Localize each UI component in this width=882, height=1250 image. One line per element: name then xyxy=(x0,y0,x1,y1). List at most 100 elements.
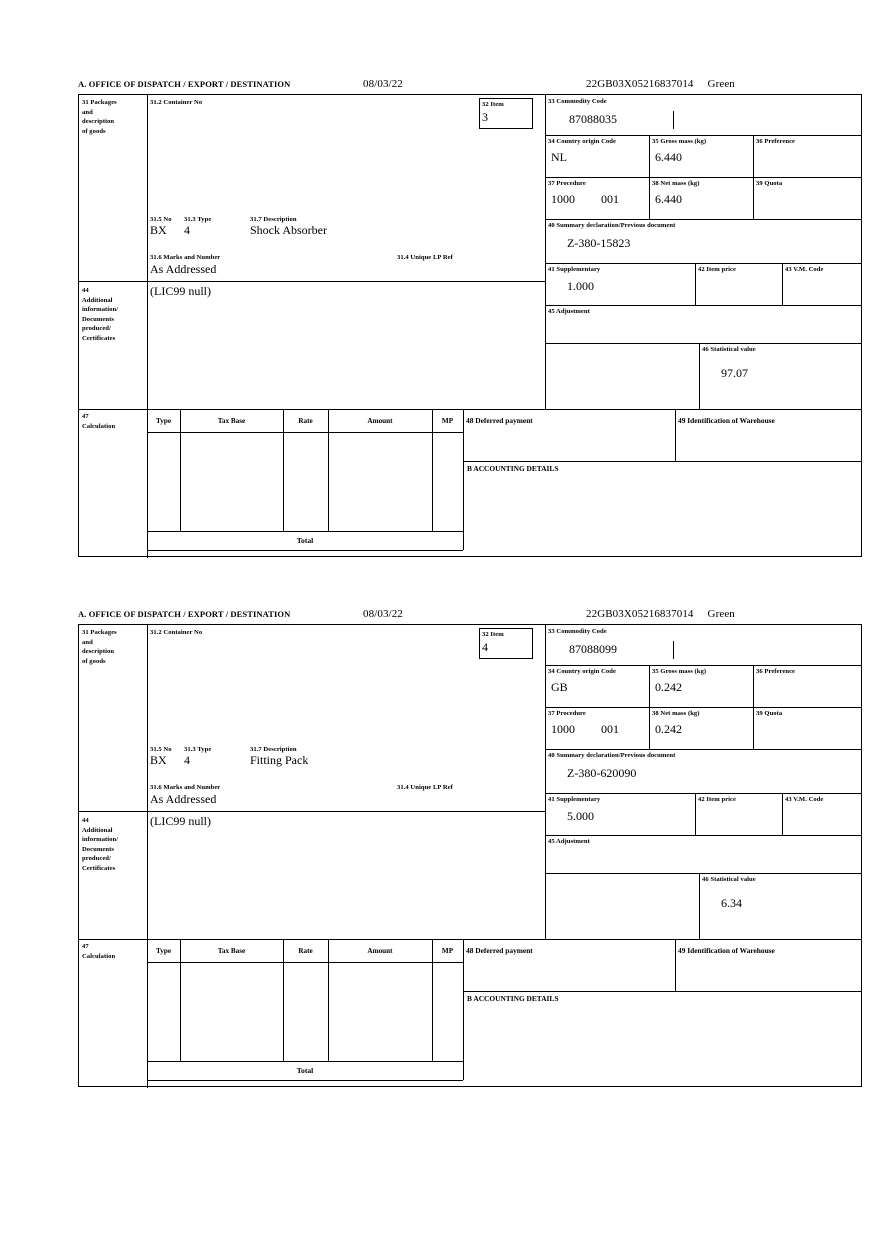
country-origin-value: NL xyxy=(551,150,567,164)
marks-and-number-group: 31.6 Marks and Number As Addressed xyxy=(150,783,220,806)
box-33-commodity-code: 33 Commodity Code 87088099 xyxy=(545,625,861,665)
box-47-calculation-table: Type Tax Base Rate Amount MP 48 Deferred… xyxy=(147,410,861,558)
box-48-bottom-rule xyxy=(463,991,861,992)
box-41-label: 41 Supplementary xyxy=(548,266,601,273)
column-header-amount: Amount xyxy=(367,417,393,425)
marks-and-number-value: As Addressed xyxy=(150,791,217,806)
box-45-adjustment: 45 Adjustment xyxy=(545,305,861,343)
box-36-label: 36 Preference xyxy=(756,668,796,675)
customs-declaration-form-item-3: A. OFFICE OF DISPATCH / EXPORT / DESTINA… xyxy=(78,78,862,558)
box-36-label: 36 Preference xyxy=(756,138,796,145)
box-44-label: 44 Additional information/ Documents pro… xyxy=(82,817,119,872)
box-31-44-divider xyxy=(79,281,545,282)
box-40-label: 40 Summary declaration/Previous document xyxy=(548,222,676,229)
box-41-bottom-rule xyxy=(545,835,861,836)
box-34-label: 34 Country origin Code xyxy=(548,138,616,145)
box-45-dotted-top-edge xyxy=(545,343,699,344)
additional-information-value: (LIC99 null) xyxy=(150,814,211,828)
box-31-44-divider xyxy=(79,811,545,812)
route-status: Green xyxy=(707,78,735,90)
box-44-47-divider xyxy=(79,409,861,410)
box-31-label: 31 Packages and description of goods xyxy=(82,629,117,665)
movement-reference-number: 22GB03X05216837014 Green xyxy=(586,608,735,620)
box-38-bottom-rule xyxy=(545,219,861,220)
customs-declaration-form-item-4: A. OFFICE OF DISPATCH / EXPORT / DESTINA… xyxy=(78,608,862,1088)
column-header-rate: Rate xyxy=(298,417,313,425)
form-header: A. OFFICE OF DISPATCH / EXPORT / DESTINA… xyxy=(78,78,862,94)
office-of-dispatch-label: A. OFFICE OF DISPATCH / EXPORT / DESTINA… xyxy=(78,609,291,619)
commodity-code-tick xyxy=(673,111,674,129)
box-46-statistical-value: 46 Statistical value 6.34 xyxy=(699,873,861,940)
calc-total-rule xyxy=(147,1061,463,1062)
calc-rule-taxbase xyxy=(283,410,284,531)
box-42-item-price: 42 Item price xyxy=(695,263,782,305)
box-37-label: 37 Procedure xyxy=(548,710,586,717)
box-49-label: 49 Identification of Warehouse xyxy=(678,416,775,425)
box-37-procedure: 37 Procedure 1000 001 xyxy=(545,177,649,219)
column-header-mp: MP xyxy=(441,417,454,425)
marks-and-number-value: As Addressed xyxy=(150,261,217,276)
box-35-bottom-rule xyxy=(545,177,861,178)
box-33-bottom-rule xyxy=(545,665,861,666)
form-header: A. OFFICE OF DISPATCH / EXPORT / DESTINA… xyxy=(78,608,862,624)
calc-rule-rate xyxy=(328,410,329,531)
net-mass-value: 0.242 xyxy=(655,722,682,736)
column-header-amount: Amount xyxy=(367,947,393,955)
column-header-type: Type xyxy=(155,947,172,955)
box-31-label: 31 Packages and description of goods xyxy=(82,99,117,135)
supplementary-value: 1.000 xyxy=(567,279,594,293)
commodity-code-value: 87088099 xyxy=(569,642,617,656)
unique-lp-ref-group: 31.4 Unique LP Ref xyxy=(397,253,453,263)
box-34-country-origin: 34 Country origin Code GB xyxy=(545,665,649,707)
box-46-label: 46 Statistical value xyxy=(702,346,756,353)
box-32-label: 32 Item xyxy=(482,101,504,108)
box-44-label: 44 Additional information/ Documents pro… xyxy=(82,287,119,342)
box-34-country-origin: 34 Country origin Code NL xyxy=(545,135,649,177)
box-48-label: 48 Deferred payment xyxy=(466,416,533,425)
previous-document-value: Z-380-620090 xyxy=(567,766,637,780)
box-39-label: 39 Quota xyxy=(756,710,783,717)
statistical-value: 6.34 xyxy=(721,896,742,910)
box-37-procedure: 37 Procedure 1000 001 xyxy=(545,707,649,749)
calc-total-row: Total xyxy=(296,1066,314,1075)
net-mass-value: 6.440 xyxy=(655,192,682,206)
box-45-bottom-rule xyxy=(545,873,861,874)
box-33-bottom-rule xyxy=(545,135,861,136)
box-42-43-divider xyxy=(782,793,783,835)
box-38-net-mass: 38 Net mass (kg) 6.440 xyxy=(649,177,753,219)
commodity-code-tick xyxy=(673,641,674,659)
box-49-label: 49 Identification of Warehouse xyxy=(678,946,775,955)
box-31-7-label: 31.7 Description xyxy=(250,216,297,223)
supplementary-value: 5.000 xyxy=(567,809,594,823)
gross-mass-value: 6.440 xyxy=(655,150,682,164)
left-label-column: 31 Packages and description of goods 44 … xyxy=(79,95,147,556)
box-46-left-rule xyxy=(699,343,700,410)
box-38-net-mass: 38 Net mass (kg) 0.242 xyxy=(649,707,753,749)
calc-bottom-rule xyxy=(147,1080,463,1081)
column-header-rate: Rate xyxy=(298,947,313,955)
box-47-label: 47 Calculation xyxy=(82,413,116,430)
item-number-value: 4 xyxy=(482,640,488,654)
calc-total-rule xyxy=(147,531,463,532)
calc-rule-taxbase xyxy=(283,940,284,1061)
calc-rule-48-49 xyxy=(675,410,676,461)
movement-reference-number: 22GB03X05216837014 Green xyxy=(586,78,735,90)
box-31-7-label: 31.7 Description xyxy=(250,746,297,753)
box-35-label: 35 Gross mass (kg) xyxy=(652,668,707,675)
calc-rule-amount xyxy=(432,410,433,531)
calc-header-rule xyxy=(147,962,463,963)
box-45-dotted-top-edge xyxy=(545,873,699,874)
route-status: Green xyxy=(707,608,735,620)
box-31-3-label: 31.3 Type xyxy=(184,746,212,753)
calc-rule-amount xyxy=(432,940,433,1061)
accounting-details-label: B ACCOUNTING DETAILS xyxy=(467,994,559,1003)
procedure-code-2: 001 xyxy=(601,722,619,736)
box-45-label: 45 Adjustment xyxy=(548,838,590,845)
box-39-quota: 39 Quota xyxy=(753,707,861,749)
box-36-preference: 36 Preference xyxy=(753,135,861,177)
box-40-previous-document: 40 Summary declaration/Previous document… xyxy=(545,219,861,263)
column-header-mp: MP xyxy=(441,947,454,955)
box-33-commodity-code: 33 Commodity Code 87088035 xyxy=(545,95,861,135)
box-41-42-divider xyxy=(695,793,696,835)
